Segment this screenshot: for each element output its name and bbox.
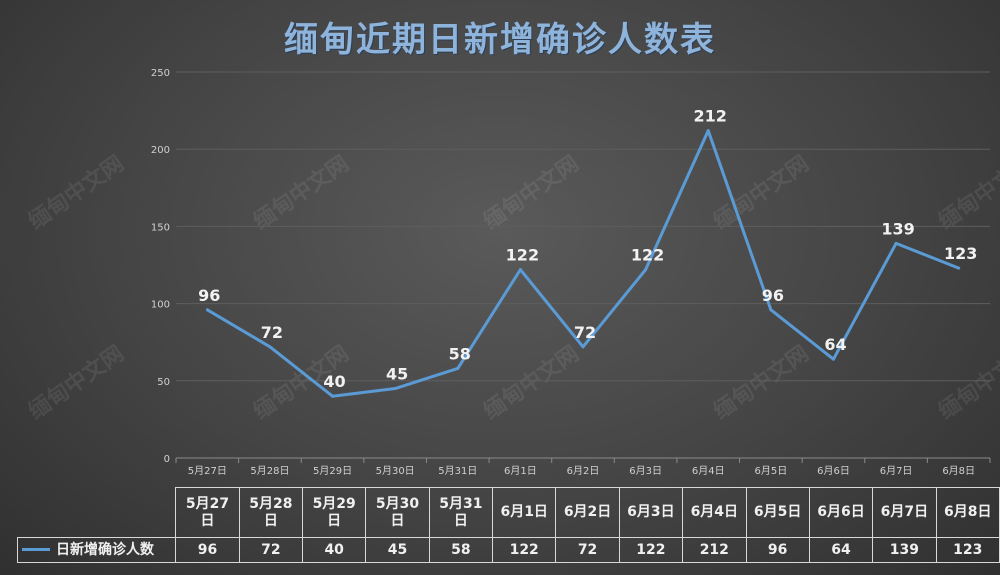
x-tick-label: 5月27日 [188,465,227,477]
data-point [831,357,835,361]
data-label: 96 [198,286,220,305]
data-label: 45 [386,365,408,384]
y-tick-label: 200 [151,145,170,156]
legend-cell: 日新增确诊人数 [16,537,177,563]
data-label: 122 [506,246,539,265]
table-cell: 40 [302,537,367,563]
data-point [331,394,335,398]
x-tick-label: 6月4日 [692,465,725,477]
table-header-cell: 5月31 日 [428,487,494,538]
data-point [894,241,898,245]
table-header-cell: 5月28 日 [238,487,304,538]
table-header-cell: 6月8日 [935,487,1000,538]
x-tick-label: 6月2日 [567,465,600,477]
table-header-cell: 6月3日 [618,487,684,538]
x-tick-label: 6月7日 [880,465,913,477]
table-header-cell: 5月27 日 [175,487,240,538]
x-tick-label: 6月1日 [504,465,537,477]
data-point [456,366,460,370]
table-cell: 45 [365,537,430,563]
x-tick-label: 6月6日 [817,465,850,477]
table-cell: 72 [238,537,304,563]
x-tick-label: 5月31日 [438,465,477,477]
data-label: 40 [323,372,345,391]
x-tick-label: 5月29日 [313,465,352,477]
x-tick-label: 6月5日 [754,465,787,477]
x-tick-label: 5月28日 [250,465,289,477]
data-table: 5月27 日 5月28 日 5月29 日 5月30 日 5月31 日 6月1日 6月2日 6月3日 6月4… [16,487,1000,563]
data-point [581,345,585,349]
y-tick-label: 100 [151,300,170,311]
table-header-cell: 6月2日 [555,487,620,538]
table-header-cell: 5月30 日 [365,487,430,538]
table-cell: 72 [555,537,620,563]
data-label: 212 [694,107,727,126]
table-corner-cell [17,487,177,538]
data-point [393,387,397,391]
data-point [644,268,648,272]
data-point [957,266,961,270]
line-chart: 0 50 100 150 200 250 5月27日 5月28日 5月29日 5月30日 5月31日… [151,68,991,477]
table-header-cell: 6月4日 [682,487,747,538]
table-cell: 96 [175,537,240,563]
x-tick-label: 6月3日 [629,465,662,477]
table-header-row: 5月27 日 5月28 日 5月29 日 5月30 日 5月31 日 6月1日 6月2日 6月3日 6月4… [17,487,1000,538]
table-header-cell: 5月29 日 [302,487,367,538]
data-point [769,308,773,312]
data-point [706,129,710,133]
table-header-cell: 6月7日 [872,487,937,538]
data-label: 123 [944,244,977,263]
data-label: 58 [449,344,471,363]
table-cell: 139 [872,537,937,563]
x-tick-label: 6月8日 [942,465,975,477]
data-label: 72 [574,323,596,342]
table-cell: 122 [618,537,684,563]
data-label: 64 [824,335,846,354]
legend-line-icon [22,548,50,551]
chart-title: 缅甸近期日新增确诊人数表 [284,20,716,60]
y-tick-label: 50 [157,377,170,388]
data-point [268,345,272,349]
table-cell: 123 [935,537,1000,563]
data-point [205,308,209,312]
table-header-cell: 6月1日 [491,487,557,538]
data-label: 139 [881,219,914,238]
table-cell: 212 [682,537,747,563]
y-tick-label: 150 [151,222,170,233]
data-label: 72 [261,323,283,342]
x-tick-label: 5月30日 [376,465,415,477]
data-label: 96 [762,286,784,305]
y-tick-label: 0 [164,454,170,465]
table-cell: 64 [808,537,874,563]
data-point [518,268,522,272]
table-header-cell: 6月6日 [808,487,874,538]
series-line [206,129,960,398]
table-cell: 122 [491,537,557,563]
table-cell: 96 [745,537,810,563]
table-cell: 58 [428,537,494,563]
data-label: 122 [631,246,664,265]
legend-label: 日新增确诊人数 [56,541,154,558]
table-row: 日新增确诊人数 96 72 40 45 58 122 72 122 212 96 64 139 123 [16,537,1000,563]
table-header-cell: 6月5日 [745,487,810,538]
y-tick-label: 250 [151,68,170,79]
